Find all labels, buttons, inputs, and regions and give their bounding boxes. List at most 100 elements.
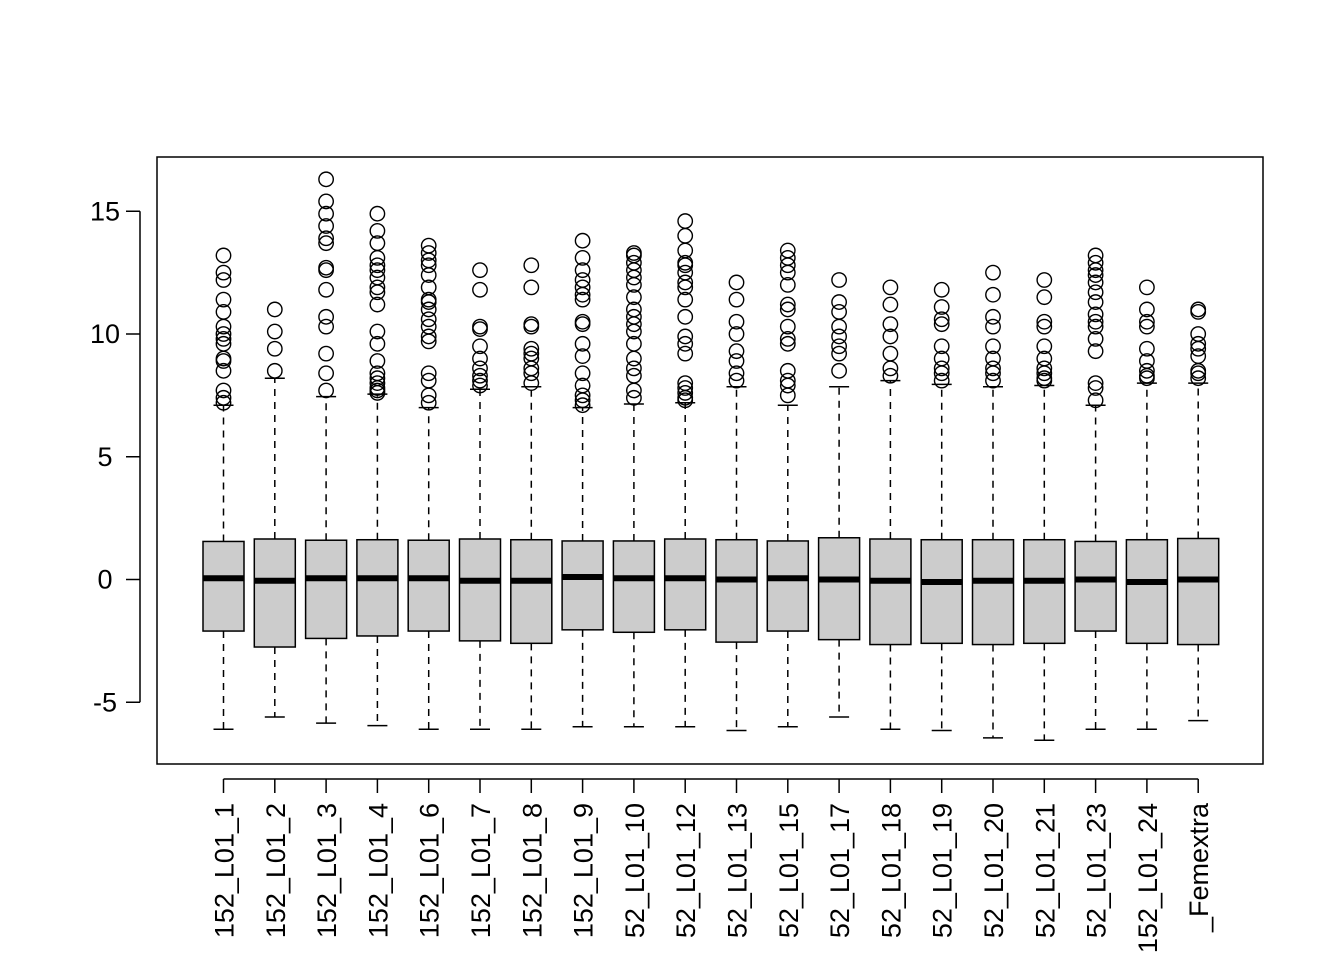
- outlier-point: [831, 304, 847, 320]
- outlier-point: [1190, 348, 1207, 364]
- outlier-point: [215, 335, 232, 352]
- x-tick-label: 152_L01_7: [466, 803, 496, 938]
- outlier-point: [933, 360, 950, 377]
- box-group: [407, 237, 450, 731]
- outlier-point: [728, 343, 745, 360]
- box-iqr: [971, 538, 1015, 646]
- outlier-point: [1087, 318, 1104, 335]
- outlier-point: [369, 235, 386, 252]
- outlier-point: [985, 318, 1001, 335]
- outlier-point: [779, 318, 796, 335]
- outlier-point: [1036, 289, 1053, 306]
- box-iqr: [663, 538, 707, 631]
- outlier-point: [882, 296, 899, 313]
- outlier-point: [626, 367, 642, 384]
- outlier-point: [728, 326, 745, 342]
- outlier-point: [523, 345, 540, 362]
- outlier-point: [1087, 284, 1104, 301]
- box-group: [971, 264, 1015, 739]
- box-group: [202, 247, 245, 731]
- outlier-point: [472, 360, 488, 377]
- outlier-point: [779, 331, 796, 347]
- box-group: [612, 245, 656, 728]
- plot-frame: [156, 156, 1264, 765]
- outlier-point: [472, 377, 488, 394]
- box-series: [202, 171, 1220, 742]
- outlier-point: [831, 318, 847, 335]
- outlier-point: [420, 279, 437, 296]
- outlier-point: [369, 205, 386, 222]
- box-group: [510, 257, 553, 731]
- outlier-point: [626, 308, 642, 325]
- box-group: [356, 205, 399, 727]
- outlier-point: [831, 272, 847, 288]
- outlier-point: [574, 249, 591, 266]
- outlier-point: [1087, 274, 1104, 291]
- outlier-point: [420, 301, 437, 318]
- outlier-point: [677, 213, 694, 229]
- outlier-point: [1087, 343, 1104, 360]
- outlier-point: [1190, 370, 1207, 387]
- y-tick-label: -5: [93, 687, 117, 717]
- outlier-point: [626, 301, 642, 318]
- outlier-point: [933, 311, 950, 328]
- outlier-point: [1190, 326, 1207, 342]
- box-group: [663, 213, 707, 728]
- box-iqr: [304, 539, 348, 640]
- outlier-point: [574, 313, 591, 330]
- box-iqr: [920, 538, 963, 645]
- box-iqr: [869, 538, 912, 646]
- outlier-point: [1087, 254, 1104, 271]
- x-tick-label: 52_L01_18: [876, 803, 906, 938]
- outlier-point: [985, 308, 1001, 325]
- outlier-point: [574, 397, 591, 414]
- x-tick-label: 52_L01_20: [979, 803, 1009, 938]
- outlier-point: [882, 279, 899, 296]
- outlier-point: [215, 272, 232, 288]
- outlier-point: [523, 340, 540, 357]
- x-tick-label: 52_L01_21: [1030, 803, 1060, 938]
- y-axis: -5 0 5 10 15: [90, 196, 141, 717]
- outlier-point: [626, 389, 642, 406]
- outlier-point: [882, 345, 899, 362]
- x-tick-label: 152_L01_9: [569, 803, 599, 938]
- box-iqr: [1125, 538, 1169, 645]
- outlier-point: [831, 328, 847, 345]
- outlier-point: [318, 205, 334, 222]
- outlier-point: [1036, 360, 1053, 377]
- outlier-point: [420, 311, 437, 328]
- box-group: [1074, 247, 1117, 731]
- outlier-point: [472, 281, 488, 298]
- outlier-point: [831, 362, 847, 379]
- outlier-point: [1087, 306, 1104, 323]
- x-tick-label: 52_L01_10: [620, 803, 650, 938]
- outlier-point: [933, 316, 950, 333]
- outlier-point: [215, 362, 232, 379]
- outlier-point: [266, 340, 283, 357]
- outlier-point: [215, 264, 232, 281]
- outlier-point: [369, 269, 386, 286]
- outlier-point: [985, 264, 1001, 281]
- box-group: [920, 281, 963, 732]
- outlier-point: [677, 335, 694, 352]
- outlier-point: [369, 370, 386, 387]
- outlier-point: [933, 338, 950, 355]
- outlier-point: [779, 296, 796, 313]
- box-iqr: [715, 538, 758, 643]
- box-group: [253, 301, 297, 718]
- outlier-point: [1139, 279, 1155, 296]
- outlier-point: [369, 323, 386, 340]
- outlier-point: [1087, 392, 1104, 409]
- outlier-point: [574, 387, 591, 404]
- outlier-point: [1036, 272, 1053, 288]
- x-tick-label: 152_L01_6: [415, 803, 445, 938]
- outlier-point: [1139, 340, 1155, 357]
- box-group: [304, 171, 348, 724]
- outlier-point: [779, 372, 796, 389]
- outlier-point: [318, 193, 334, 210]
- outlier-point: [779, 362, 796, 379]
- outlier-point: [369, 222, 386, 239]
- outlier-point: [1190, 301, 1207, 318]
- outlier-point: [574, 279, 591, 296]
